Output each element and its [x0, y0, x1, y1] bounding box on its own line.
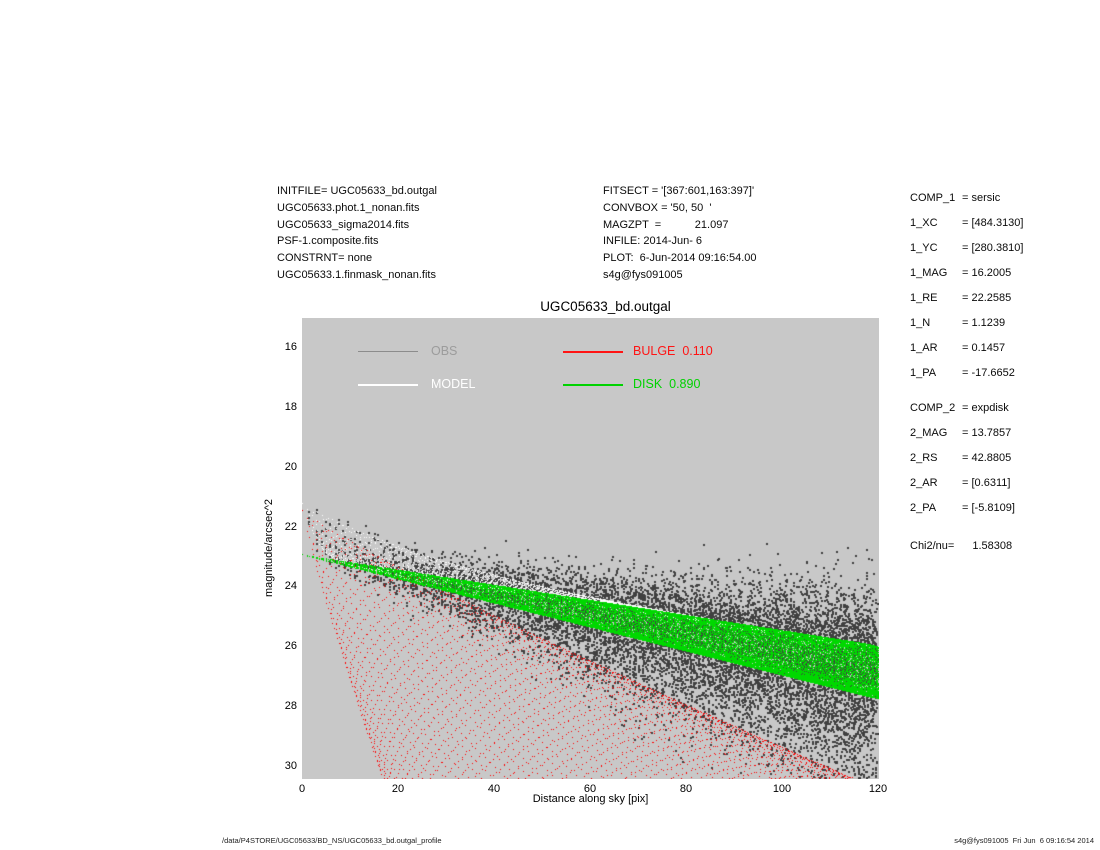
legend-swatch-bulge — [563, 351, 623, 353]
x-axis-label: Distance along sky [pix] — [532, 793, 649, 805]
param-key: 2_PA — [910, 502, 937, 514]
param-key: 2_MAG — [910, 427, 948, 439]
param-row: 2_MAG = 13.7857 — [910, 427, 1023, 452]
param-value: = -17.6652 — [962, 367, 1015, 379]
text-line: s4g@fys091005 — [603, 268, 683, 281]
fit-info-block: FITSECT = '[367:601,163:397]' CONVBOX = '… — [603, 183, 757, 284]
param-row: COMP_1 = sersic — [910, 192, 1023, 217]
text-line: PSF-1.composite.fits — [277, 235, 379, 248]
y-tick-label: 16 — [284, 340, 297, 353]
x-tick-label: 120 — [868, 783, 888, 795]
x-tick-label: 40 — [487, 783, 501, 795]
param-value: = [0.6311] — [962, 477, 1011, 489]
param-value: = [-5.8109] — [962, 502, 1015, 514]
plot-area: OBS MODEL BULGE 0.110 DISK 0.890 — [302, 318, 879, 779]
text-line: PLOT: 6-Jun-2014 09:16:54.00 — [603, 252, 757, 265]
param-row: COMP_2 = expdisk — [910, 402, 1023, 427]
param-value: = [484.3130] — [962, 217, 1024, 229]
param-row: 1_PA = -17.6652 — [910, 367, 1023, 392]
param-gap — [910, 527, 1023, 540]
x-tick-label: 60 — [583, 783, 597, 795]
param-row: 1_RE = 22.2585 — [910, 292, 1023, 317]
y-tick-label: 24 — [284, 580, 297, 593]
y-tick-label: 30 — [284, 760, 297, 773]
text-line: MAGZPT = 21.097 — [603, 218, 729, 231]
param-key: 1_N — [910, 317, 931, 329]
plot-title: UGC05633_bd.outgal — [540, 299, 671, 314]
param-key: 1_XC — [910, 217, 938, 229]
text-line: INITFILE= UGC05633_bd.outgal — [277, 185, 437, 197]
y-tick-label: 28 — [284, 700, 297, 713]
param-key: 1_RE — [910, 292, 938, 304]
text-line: CONSTRNT= none — [277, 252, 373, 265]
param-value: = expdisk — [962, 402, 1009, 414]
y-tick-label: 22 — [284, 520, 297, 533]
param-value: = sersic — [962, 192, 1001, 204]
legend-label-obs: OBS — [431, 344, 458, 358]
text-line: INFILE: 2014-Jun- 6 — [603, 235, 703, 248]
param-key: COMP_2 — [910, 402, 956, 414]
param-row: 1_MAG = 16.2005 — [910, 267, 1023, 292]
x-tick-label: 100 — [772, 783, 792, 795]
param-row: 2_AR = [0.6311] — [910, 477, 1023, 502]
x-tick-label: 0 — [298, 783, 306, 795]
x-tick-label: 80 — [679, 783, 693, 795]
component-params-panel: COMP_1 = sersic 1_XC = [484.3130] 1_YC = [280… — [910, 192, 1023, 565]
param-gap — [910, 392, 1023, 402]
param-key: 1_AR — [910, 342, 938, 354]
param-key: 1_YC — [910, 242, 938, 254]
param-row: 2_PA = [-5.8109] — [910, 502, 1023, 527]
text-line: UGC05633.phot.1_nonan.fits — [277, 201, 420, 214]
legend-label-model: MODEL — [431, 377, 476, 391]
param-value: = 0.1457 — [962, 342, 1006, 354]
footer-user-date: s4g@fys091005 Fri Jun 6 09:16:54 2014 — [954, 836, 1094, 845]
param-row: 1_N = 1.1239 — [910, 317, 1023, 342]
footer-path: /data/P4STORE/UGC05633/BD_NS/UGC05633_bd… — [222, 836, 442, 845]
legend-label-bulge: BULGE 0.110 — [633, 344, 713, 358]
profile-canvas — [302, 318, 879, 779]
param-row: 1_YC = [280.3810] — [910, 242, 1023, 267]
text-line: UGC05633.1.finmask_nonan.fits — [277, 268, 436, 281]
text-line: CONVBOX = '50, 50 ' — [603, 201, 712, 214]
param-key: 1_PA — [910, 367, 937, 379]
y-axis-label: magnitude/arcsec^2 — [263, 498, 275, 598]
y-tick-label: 26 — [284, 640, 297, 653]
text-line: FITSECT = '[367:601,163:397]' — [603, 185, 755, 197]
param-value: 1.58308 — [972, 540, 1013, 552]
param-key: 2_AR — [910, 477, 938, 489]
y-tick-label: 18 — [284, 400, 297, 413]
legend-label-disk: DISK 0.890 — [633, 377, 701, 391]
param-value: = 16.2005 — [962, 267, 1012, 279]
param-key: Chi2/nu= — [910, 540, 955, 552]
param-value: = 22.2585 — [962, 292, 1012, 304]
param-value: = [280.3810] — [962, 242, 1024, 254]
legend-swatch-disk — [563, 384, 623, 386]
legend-swatch-obs — [358, 351, 418, 352]
init-file-block: INITFILE= UGC05633_bd.outgal UGC05633.pho… — [277, 183, 437, 284]
param-key: 2_RS — [910, 452, 938, 464]
param-key: COMP_1 — [910, 192, 956, 204]
param-row: 1_AR = 0.1457 — [910, 342, 1023, 367]
param-value: = 1.1239 — [962, 317, 1006, 329]
text-line: UGC05633_sigma2014.fits — [277, 218, 410, 231]
param-row: 1_XC = [484.3130] — [910, 217, 1023, 242]
x-tick-label: 20 — [391, 783, 405, 795]
param-key: 1_MAG — [910, 267, 948, 279]
param-row: Chi2/nu= 1.58308 — [910, 540, 1023, 565]
legend-swatch-model — [358, 384, 418, 386]
param-value: = 13.7857 — [962, 427, 1012, 439]
param-value: = 42.8805 — [962, 452, 1012, 464]
param-row: 2_RS = 42.8805 — [910, 452, 1023, 477]
y-tick-label: 20 — [284, 460, 297, 473]
